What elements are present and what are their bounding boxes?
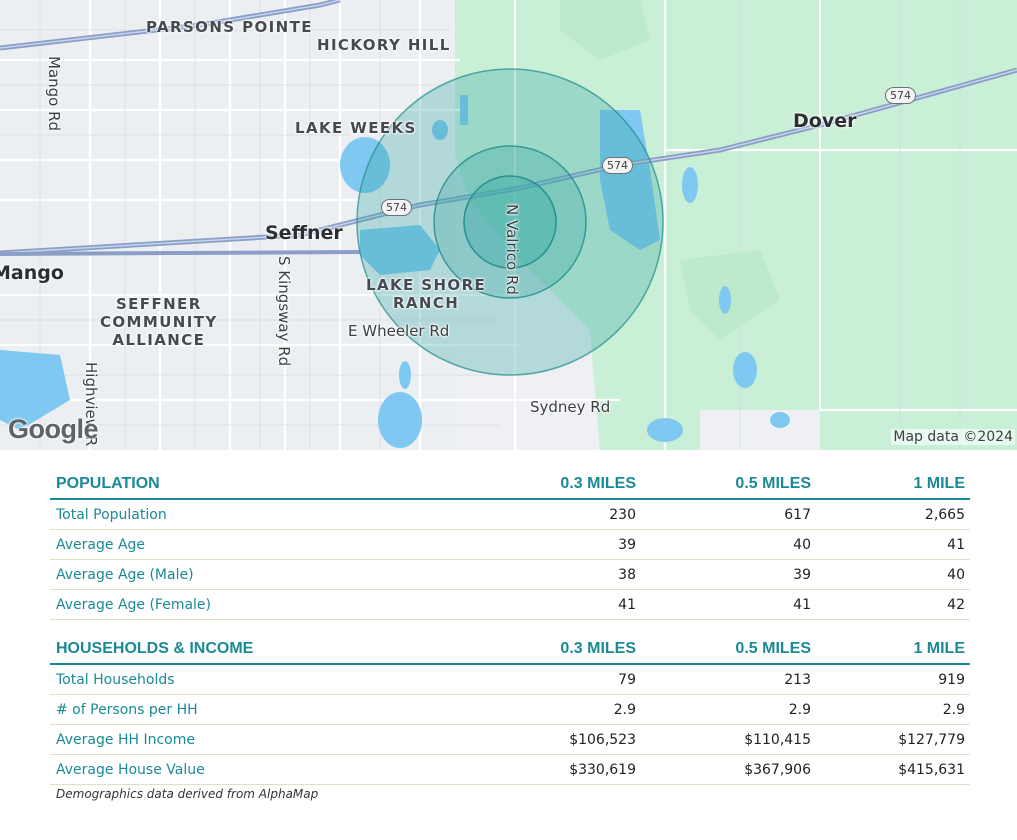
map-label-lake-shore-ranch: LAKE SHORE RANCH bbox=[366, 276, 487, 312]
table-cell: 213 bbox=[784, 671, 811, 688]
table-cell: 2.9 bbox=[613, 701, 636, 718]
table-cell: $367,906 bbox=[744, 761, 811, 778]
lake bbox=[460, 95, 468, 125]
table-cell: 39 bbox=[618, 536, 636, 553]
map-label-s-kingsway-rd: S Kingsway Rd bbox=[275, 256, 293, 367]
table-cell: 40 bbox=[947, 566, 965, 583]
row-label: Total Population bbox=[56, 506, 167, 523]
lake bbox=[360, 225, 440, 275]
park-area bbox=[455, 20, 560, 130]
table-cell: 79 bbox=[618, 671, 636, 688]
table-cell: 2.9 bbox=[788, 701, 811, 718]
row-label: Total Households bbox=[56, 671, 175, 688]
radius-1-mile bbox=[356, 68, 664, 376]
table-header-cell: 0.5 MILES bbox=[735, 475, 811, 492]
map-label-sydney-rd: Sydney Rd bbox=[530, 398, 611, 416]
table-cell: 2,665 bbox=[924, 506, 965, 523]
map-label-seffner: Seffner bbox=[265, 222, 343, 244]
lake bbox=[432, 120, 448, 140]
lake bbox=[647, 418, 683, 442]
row-label: Average Age (Male) bbox=[56, 566, 194, 583]
park-area bbox=[450, 0, 1017, 450]
map-label-n-valrico-rd: N Valrico Rd bbox=[503, 204, 521, 295]
route-shield: 574 bbox=[885, 87, 916, 104]
lake bbox=[340, 137, 390, 193]
table-header-cell: 0.3 MILES bbox=[560, 475, 636, 492]
map-label-parsons-pointe: PARSONS POINTE bbox=[146, 18, 313, 36]
row-label: Average Age bbox=[56, 536, 146, 553]
table-header-cell: 1 MILE bbox=[913, 640, 965, 657]
table-cell: 617 bbox=[784, 506, 811, 523]
table-header-cell: POPULATION bbox=[56, 475, 160, 492]
data-source-footnote: Demographics data derived from AlphaMap bbox=[56, 787, 319, 801]
highway bbox=[0, 250, 361, 256]
map-canvas bbox=[0, 0, 1017, 450]
google-logo[interactable]: Google bbox=[8, 414, 99, 444]
row-label: Average Age (Female) bbox=[56, 596, 212, 613]
table-cell: $106,523 bbox=[569, 731, 636, 748]
row-label: Average House Value bbox=[56, 761, 205, 778]
lake bbox=[399, 361, 411, 389]
table-cell: 40 bbox=[793, 536, 811, 553]
table-cell: $110,415 bbox=[744, 731, 811, 748]
table-cell: $127,779 bbox=[898, 731, 965, 748]
lake bbox=[378, 392, 422, 448]
population-table: POPULATION 0.3 MILES 0.5 MILES 1 MILE To… bbox=[50, 470, 970, 620]
table-cell: 2.9 bbox=[942, 701, 965, 718]
map-attribution[interactable]: Map data ©2024 bbox=[891, 429, 1015, 445]
map-label-hickory-hill: HICKORY HILL bbox=[317, 36, 451, 54]
row-label: # of Persons per HH bbox=[56, 701, 198, 718]
table-row: # of Persons per HH 2.9 2.9 2.9 bbox=[50, 695, 970, 725]
map-label-seffner-community-alliance: SEFFNER COMMUNITY ALLIANCE bbox=[100, 295, 218, 349]
map-label-lake-weeks: LAKE WEEKS bbox=[295, 119, 417, 137]
table-row: Average Age (Male) 38 39 40 bbox=[50, 560, 970, 590]
table-cell: $415,631 bbox=[898, 761, 965, 778]
table-row: Total Households 79 213 919 bbox=[50, 665, 970, 695]
row-label: Average HH Income bbox=[56, 731, 195, 748]
table-cell: 39 bbox=[793, 566, 811, 583]
table-header-cell: 0.5 MILES bbox=[735, 640, 811, 657]
map[interactable]: PARSONS POINTE HICKORY HILL LAKE WEEKS D… bbox=[0, 0, 1017, 450]
route-shield: 574 bbox=[381, 199, 412, 216]
route-shield: 574 bbox=[602, 157, 633, 174]
radius-0-5-miles bbox=[433, 145, 587, 299]
park-area bbox=[560, 0, 650, 60]
map-label-mango-rd: Mango Rd bbox=[45, 56, 63, 132]
table-header-cell: HOUSEHOLDS & INCOME bbox=[56, 640, 254, 657]
lake bbox=[770, 412, 790, 428]
table-header-row: HOUSEHOLDS & INCOME 0.3 MILES 0.5 MILES … bbox=[50, 635, 970, 665]
lake bbox=[733, 352, 757, 388]
lake bbox=[719, 286, 731, 314]
table-header-cell: 0.3 MILES bbox=[560, 640, 636, 657]
table-row: Average Age 39 40 41 bbox=[50, 530, 970, 560]
table-header-cell: 1 MILE bbox=[913, 475, 965, 492]
table-row: Average Age (Female) 41 41 42 bbox=[50, 590, 970, 620]
map-label-e-wheeler-rd: E Wheeler Rd bbox=[348, 322, 450, 340]
households-income-table: HOUSEHOLDS & INCOME 0.3 MILES 0.5 MILES … bbox=[50, 635, 970, 785]
table-cell: 38 bbox=[618, 566, 636, 583]
map-label-mango: Mango bbox=[0, 262, 64, 284]
lake bbox=[600, 110, 660, 250]
table-row: Total Population 230 617 2,665 bbox=[50, 500, 970, 530]
table-row: Average House Value $330,619 $367,906 $4… bbox=[50, 755, 970, 785]
radius-0-3-miles bbox=[463, 175, 557, 269]
map-label-dover: Dover bbox=[793, 110, 857, 132]
table-cell: 230 bbox=[609, 506, 636, 523]
table-cell: 919 bbox=[938, 671, 965, 688]
table-cell: $330,619 bbox=[569, 761, 636, 778]
table-header-row: POPULATION 0.3 MILES 0.5 MILES 1 MILE bbox=[50, 470, 970, 500]
lake bbox=[682, 167, 698, 203]
table-row: Average HH Income $106,523 $110,415 $127… bbox=[50, 725, 970, 755]
table-cell: 41 bbox=[793, 596, 811, 613]
lake bbox=[0, 350, 70, 430]
table-cell: 41 bbox=[947, 536, 965, 553]
table-cell: 42 bbox=[947, 596, 965, 613]
table-cell: 41 bbox=[618, 596, 636, 613]
